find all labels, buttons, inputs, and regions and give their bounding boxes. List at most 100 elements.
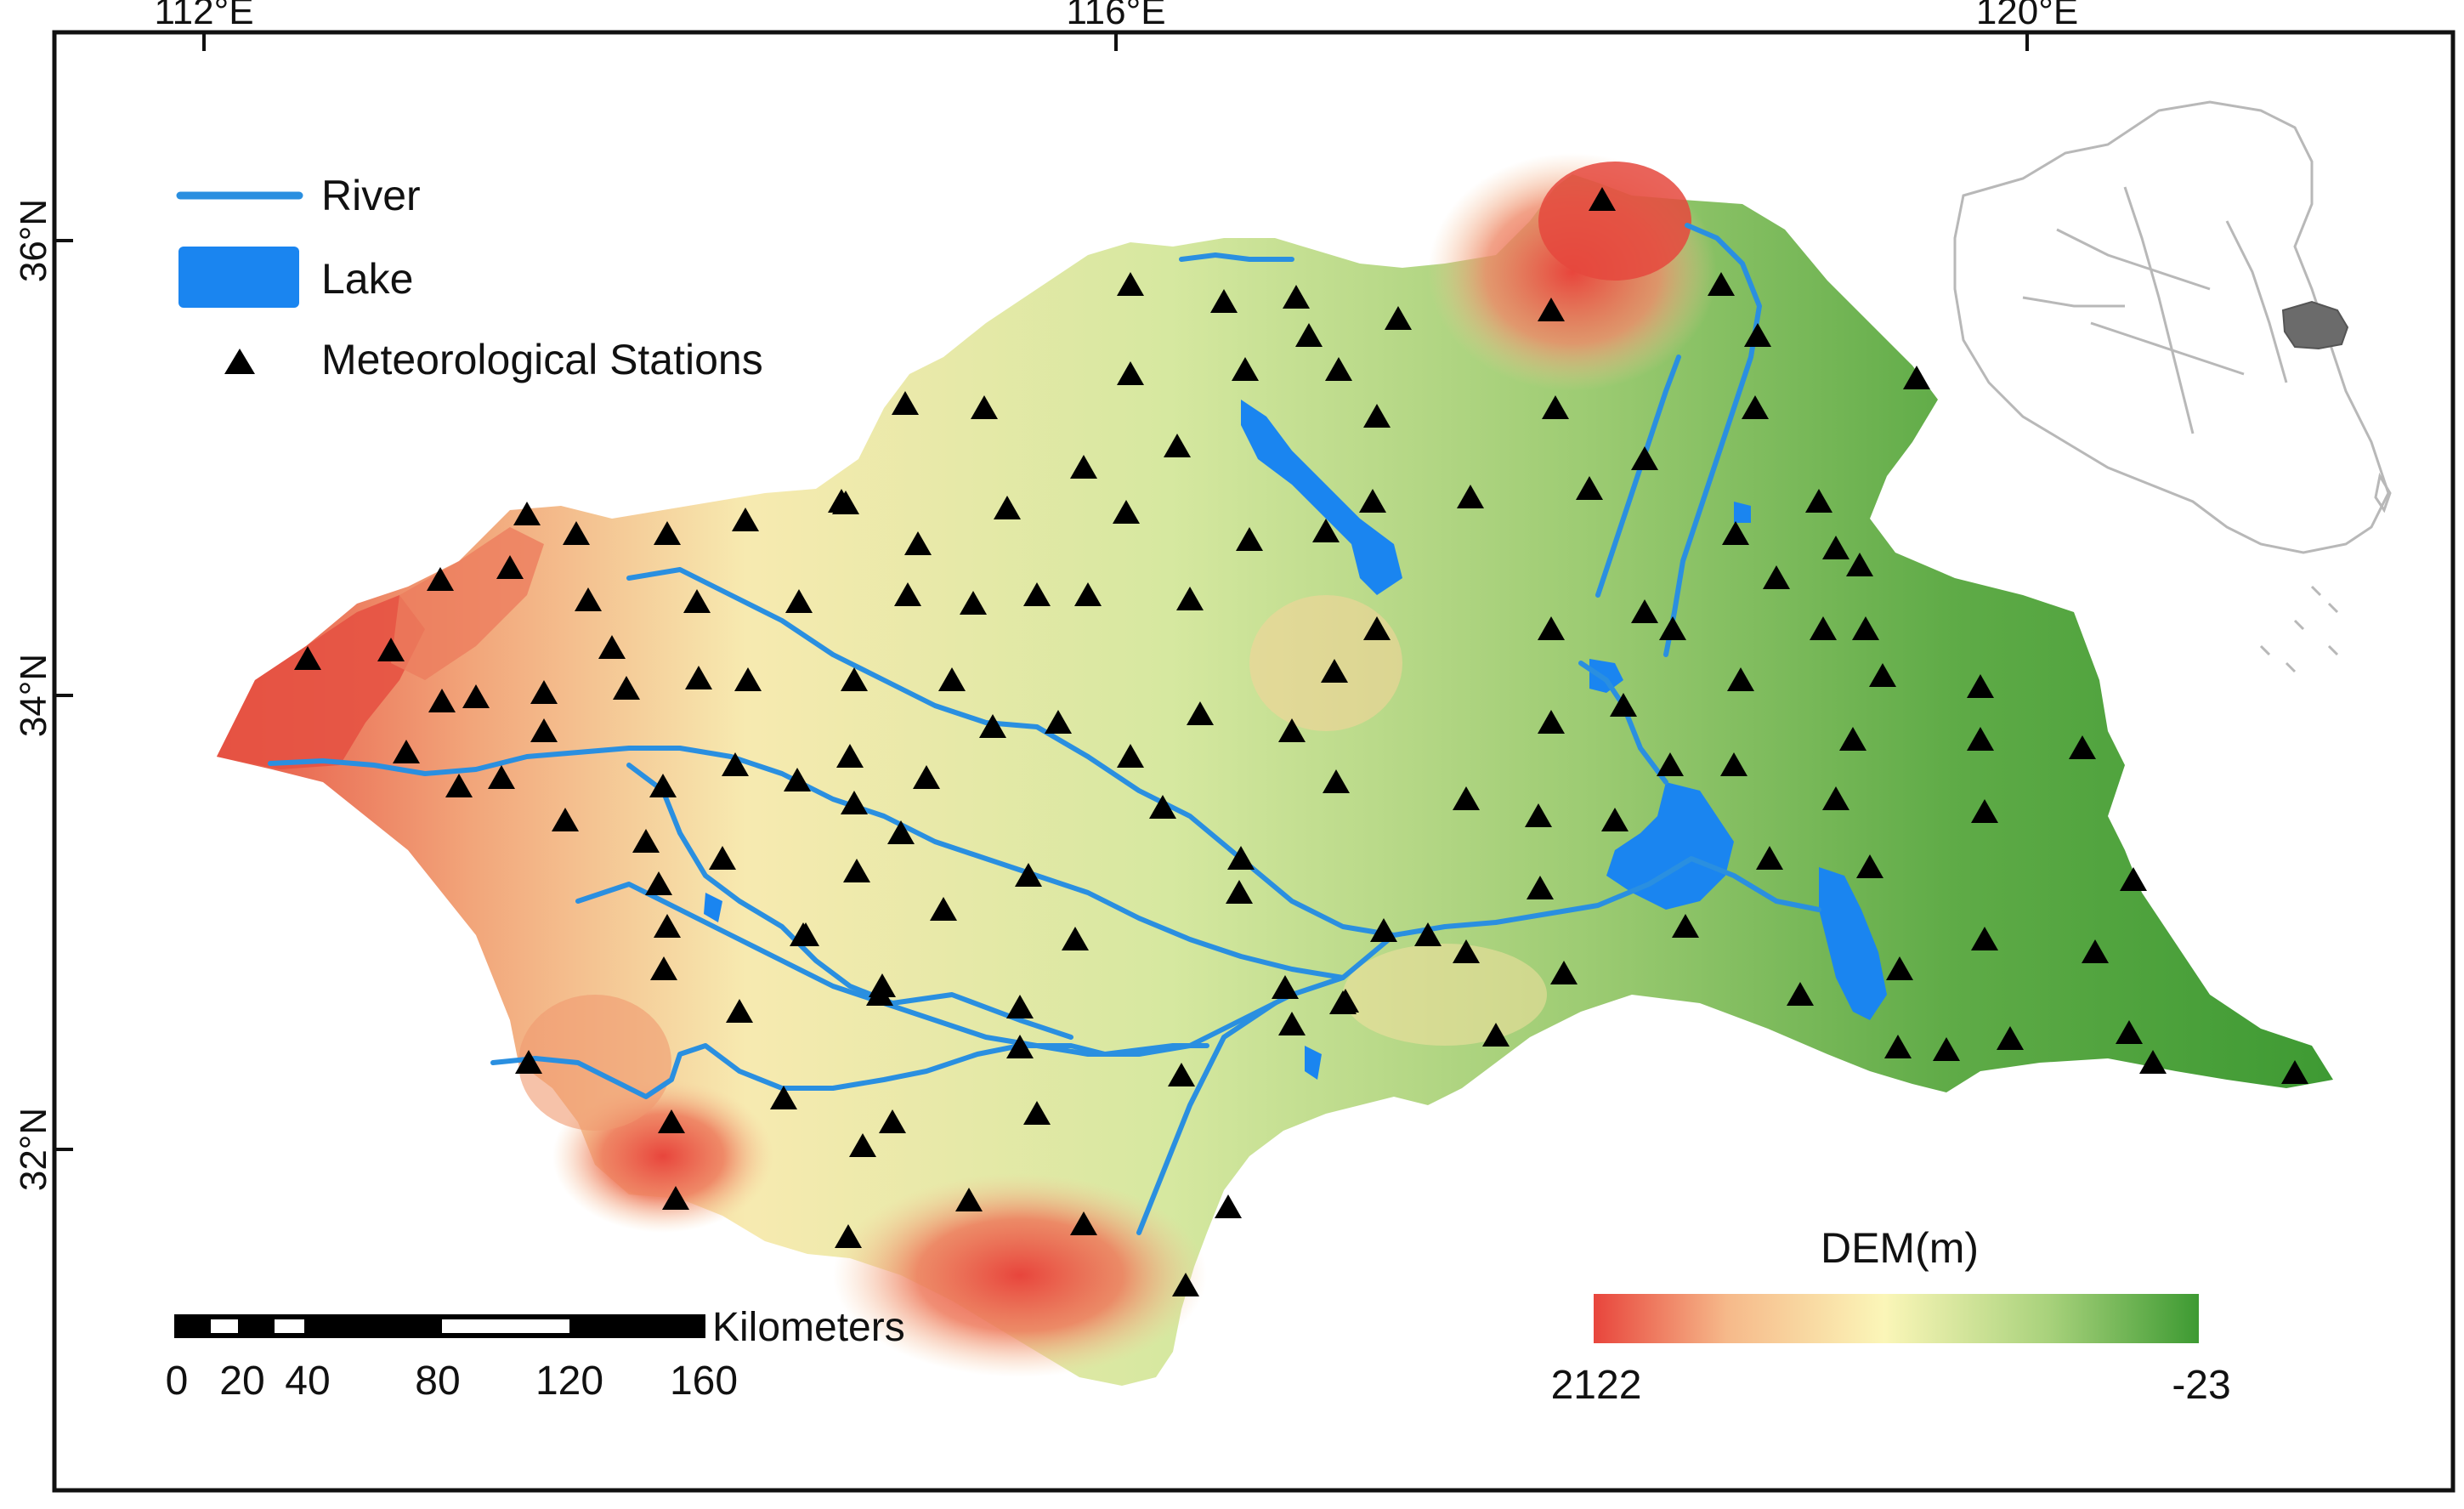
station-marker — [1283, 285, 1310, 309]
station-marker — [632, 829, 660, 853]
lat-tick-32: 32°N — [13, 1108, 54, 1191]
station-marker — [879, 1109, 906, 1133]
station-marker — [563, 521, 590, 545]
station-marker — [513, 502, 541, 525]
station-marker — [530, 680, 558, 704]
station-marker — [1363, 404, 1391, 428]
station-marker — [515, 1050, 542, 1074]
station-marker — [1321, 659, 1348, 683]
station-marker — [645, 871, 672, 895]
basin-outline — [217, 174, 2333, 1386]
river-south-2 — [1136, 1001, 1277, 1235]
inset-china-map — [1953, 100, 2392, 673]
station-marker — [709, 846, 736, 870]
station-marker — [1168, 1063, 1195, 1086]
station-marker — [1215, 1194, 1242, 1218]
station-marker — [1884, 1035, 1912, 1058]
scale-tick-160: 160 — [670, 1359, 738, 1404]
station-marker — [1226, 880, 1253, 904]
station-marker — [1329, 990, 1357, 1014]
lake-nansi — [1241, 400, 1402, 595]
station-marker — [685, 666, 712, 689]
station-marker — [1117, 272, 1144, 296]
station-marker — [649, 774, 677, 797]
station-marker — [849, 1133, 876, 1157]
station-marker — [1176, 587, 1204, 610]
station-marker — [1232, 357, 1259, 381]
station-marker — [1312, 519, 1340, 542]
scale-seg-3 — [442, 1319, 569, 1333]
station-marker — [836, 744, 864, 768]
station-marker — [1659, 616, 1686, 640]
station-marker — [650, 956, 677, 980]
station-marker — [1610, 693, 1637, 717]
station-marker — [1113, 500, 1140, 524]
station-marker — [1869, 663, 1896, 687]
hills-south-central — [1343, 944, 1547, 1046]
station-marker — [462, 684, 490, 708]
station-marker — [1805, 489, 1832, 513]
station-marker — [866, 982, 893, 1006]
colorbar-min-label: -23 — [2172, 1363, 2230, 1408]
station-marker — [770, 1086, 797, 1109]
station-marker — [1672, 914, 1699, 938]
station-marker — [1149, 795, 1176, 819]
mountain-south — [833, 1173, 1207, 1377]
station-marker — [887, 820, 915, 844]
station-marker — [930, 897, 957, 921]
lake-small-1 — [1734, 502, 1751, 523]
mountain-west — [217, 595, 425, 769]
station-marker — [734, 667, 762, 691]
station-marker — [1278, 1012, 1306, 1035]
station-marker — [1846, 553, 1873, 576]
legend-lake-label: Lake — [321, 255, 413, 303]
station-marker — [683, 589, 711, 613]
dem-basin — [217, 153, 2333, 1386]
scale-tick-40: 40 — [285, 1359, 330, 1404]
station-marker — [377, 638, 405, 661]
station-marker — [1787, 982, 1814, 1006]
station-marker — [1742, 395, 1769, 419]
station-marker — [1272, 975, 1299, 999]
station-marker — [496, 555, 524, 579]
legend-lake-swatch — [178, 247, 299, 308]
station-marker — [835, 1224, 862, 1248]
station-marker — [732, 508, 759, 531]
station-marker — [1210, 289, 1238, 313]
station-marker — [1370, 918, 1397, 942]
scale-seg-1 — [211, 1319, 238, 1333]
station-marker — [904, 531, 932, 555]
station-marker — [1550, 961, 1578, 984]
scale-tick-120: 120 — [535, 1359, 603, 1404]
station-marker — [1278, 718, 1306, 742]
dem-colorbar: DEM(m) 2122 -23 — [1551, 1224, 2231, 1408]
station-marker — [1023, 582, 1051, 606]
station-marker — [2082, 939, 2109, 963]
station-marker — [1117, 361, 1144, 385]
station-marker — [1453, 786, 1480, 810]
station-marker — [488, 765, 515, 789]
station-marker — [1187, 701, 1214, 725]
station-marker — [427, 567, 454, 591]
station-marker — [843, 859, 870, 882]
river-east-1 — [1663, 223, 1762, 657]
meteorological-stations — [294, 187, 2308, 1296]
station-marker — [1527, 876, 1554, 899]
station-marker — [1453, 939, 1480, 963]
inset-outline — [1953, 100, 2390, 554]
river-north-coast — [1179, 252, 1294, 262]
river-south-1 — [490, 1043, 1209, 1099]
station-marker — [913, 765, 940, 789]
station-marker — [1323, 769, 1350, 793]
lon-tick-120: 120°E — [1976, 0, 2078, 32]
station-marker — [1967, 674, 1994, 698]
station-marker — [1023, 1101, 1051, 1125]
inset-taiwan — [2374, 472, 2392, 513]
lake-hongze — [1606, 782, 1734, 910]
station-marker — [294, 646, 321, 670]
station-marker — [662, 1186, 689, 1210]
station-marker — [552, 808, 579, 831]
station-marker — [654, 914, 681, 938]
station-marker — [1295, 323, 1323, 347]
